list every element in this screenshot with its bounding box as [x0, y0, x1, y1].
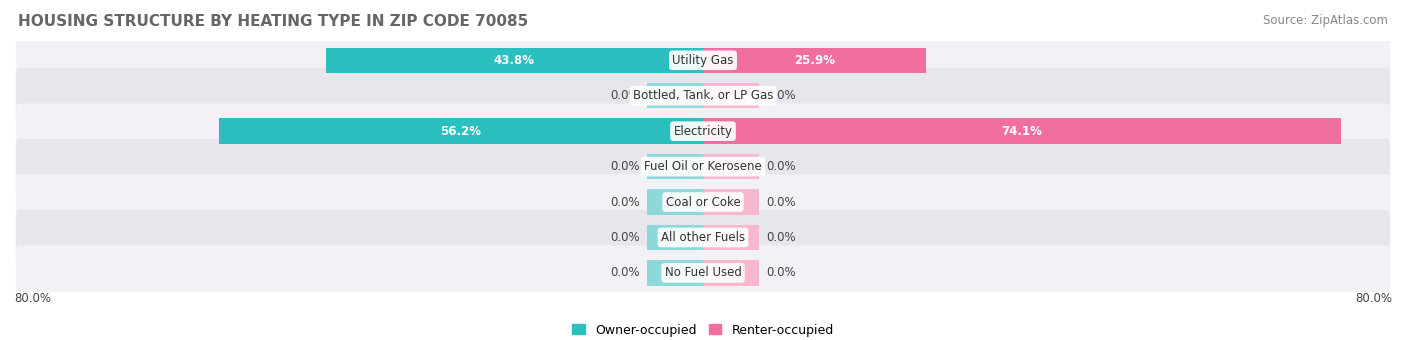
Bar	[703, 154, 759, 180]
FancyBboxPatch shape	[15, 103, 1391, 159]
Bar	[326, 48, 703, 73]
Text: Bottled, Tank, or LP Gas: Bottled, Tank, or LP Gas	[633, 89, 773, 102]
Text: 80.0%: 80.0%	[1355, 292, 1392, 305]
Text: 43.8%: 43.8%	[494, 54, 534, 67]
Legend: Owner-occupied, Renter-occupied: Owner-occupied, Renter-occupied	[568, 319, 838, 340]
Text: Source: ZipAtlas.com: Source: ZipAtlas.com	[1263, 14, 1388, 27]
Text: 0.0%: 0.0%	[766, 160, 796, 173]
FancyBboxPatch shape	[15, 33, 1391, 88]
Text: 0.0%: 0.0%	[610, 267, 640, 279]
Text: 0.0%: 0.0%	[610, 231, 640, 244]
Bar	[219, 118, 703, 144]
Text: No Fuel Used: No Fuel Used	[665, 267, 741, 279]
Bar	[703, 189, 759, 215]
Text: 80.0%: 80.0%	[14, 292, 51, 305]
FancyBboxPatch shape	[15, 68, 1391, 123]
Text: 0.0%: 0.0%	[610, 195, 640, 208]
Bar	[647, 260, 703, 286]
Text: 74.1%: 74.1%	[1001, 125, 1042, 138]
Bar	[647, 225, 703, 250]
FancyBboxPatch shape	[15, 245, 1391, 301]
Bar	[703, 118, 1341, 144]
Text: 0.0%: 0.0%	[610, 89, 640, 102]
Text: Electricity: Electricity	[673, 125, 733, 138]
Text: 0.0%: 0.0%	[766, 195, 796, 208]
Text: All other Fuels: All other Fuels	[661, 231, 745, 244]
Text: 0.0%: 0.0%	[766, 231, 796, 244]
Bar	[647, 189, 703, 215]
Bar	[647, 83, 703, 108]
Bar	[703, 48, 927, 73]
Bar	[703, 260, 759, 286]
FancyBboxPatch shape	[15, 139, 1391, 194]
Bar	[703, 225, 759, 250]
FancyBboxPatch shape	[15, 174, 1391, 230]
Text: 0.0%: 0.0%	[766, 267, 796, 279]
Text: HOUSING STRUCTURE BY HEATING TYPE IN ZIP CODE 70085: HOUSING STRUCTURE BY HEATING TYPE IN ZIP…	[18, 14, 529, 29]
Text: 0.0%: 0.0%	[610, 160, 640, 173]
Bar	[703, 83, 759, 108]
Text: 56.2%: 56.2%	[440, 125, 481, 138]
Text: Coal or Coke: Coal or Coke	[665, 195, 741, 208]
Text: 25.9%: 25.9%	[794, 54, 835, 67]
Text: Utility Gas: Utility Gas	[672, 54, 734, 67]
Text: 0.0%: 0.0%	[766, 89, 796, 102]
FancyBboxPatch shape	[15, 210, 1391, 265]
Bar	[647, 154, 703, 180]
Text: Fuel Oil or Kerosene: Fuel Oil or Kerosene	[644, 160, 762, 173]
